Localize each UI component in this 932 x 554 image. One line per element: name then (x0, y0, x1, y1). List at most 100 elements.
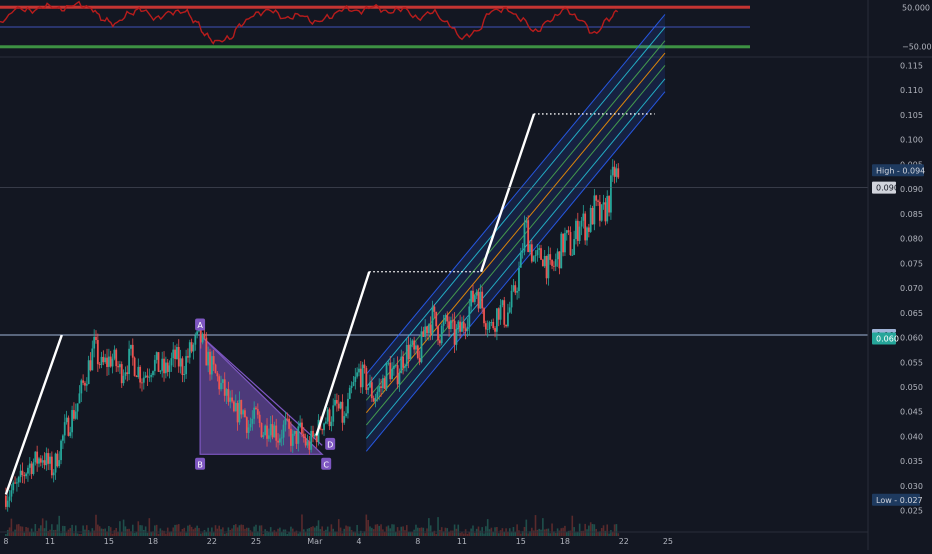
projection-line-3[interactable] (479, 113, 536, 273)
volume-bar (317, 520, 320, 536)
price-tick-label: 0.060 (900, 334, 923, 343)
candle-body (455, 329, 458, 345)
volume-bar (17, 524, 20, 536)
candle-body (128, 348, 130, 375)
volume-bar (617, 533, 620, 536)
candle-body (255, 407, 257, 410)
volume-bar (540, 529, 542, 536)
candle-body (52, 472, 55, 476)
candle-body (481, 291, 484, 309)
triangle-pattern[interactable] (199, 333, 324, 455)
candle-body (238, 399, 241, 423)
volume-bar (472, 525, 474, 536)
volume-bar (599, 531, 601, 536)
candle-body (65, 417, 68, 423)
volume-bar (462, 533, 465, 536)
volume-bar (464, 529, 467, 536)
volume-bar (67, 529, 70, 536)
volume-bar (240, 524, 243, 536)
candle-body (120, 364, 123, 384)
candle-body (391, 368, 393, 380)
triangle-point-box-d (325, 437, 336, 450)
volume-bar (143, 529, 145, 536)
volume-bar (326, 526, 329, 536)
volume-bar (229, 530, 232, 536)
volume-bar (56, 524, 59, 536)
candle-body (43, 460, 46, 466)
price-tick-label: 0.025 (900, 507, 923, 516)
candle-body (396, 365, 399, 385)
candle-body (32, 462, 35, 474)
candle-body (260, 422, 263, 438)
volume-bar (60, 533, 62, 536)
volume-bar (82, 525, 84, 536)
candle-body (584, 213, 587, 241)
candle-body (380, 386, 382, 388)
candle-body (494, 328, 496, 332)
volume-bar (453, 524, 456, 536)
candle-body (106, 357, 108, 367)
candle-body (536, 249, 539, 256)
candle-body (107, 356, 110, 367)
candle-body (532, 256, 535, 262)
volume-bar (295, 530, 298, 536)
volume-bar (282, 529, 285, 536)
volume-bar (437, 517, 439, 536)
candle-body (4, 495, 7, 507)
candle-body (556, 251, 559, 260)
projection-line-1[interactable] (4, 334, 63, 495)
volume-bar (413, 529, 415, 536)
candle-body (58, 460, 61, 467)
candle-body (187, 356, 189, 358)
candle-body (273, 425, 276, 438)
candle-body (435, 311, 438, 327)
volume-bar (510, 531, 513, 536)
volume-bar (474, 532, 476, 536)
volume-bar (551, 523, 553, 536)
projection-line-2[interactable] (315, 271, 371, 436)
price-tick-label: 0.080 (900, 235, 923, 244)
volume-bar (98, 526, 101, 536)
volume-bar (518, 530, 520, 536)
volume-bar (398, 530, 401, 536)
candle-body (422, 331, 425, 337)
volume-bar (288, 531, 290, 536)
volume-bar (334, 531, 336, 536)
volume-bar (613, 524, 616, 536)
high-tag-box (872, 164, 924, 177)
volume-bar (516, 524, 518, 536)
candle-body (133, 357, 136, 376)
volume-bar (499, 530, 502, 536)
price-tick-label: 0.100 (900, 136, 923, 145)
candle-body (433, 306, 436, 312)
volume-bar (580, 530, 583, 536)
candle-body (501, 300, 504, 306)
candle-body (82, 380, 85, 383)
candle-body (301, 422, 303, 434)
volume-bar (304, 532, 307, 536)
candle-body (602, 202, 605, 205)
candle-body (234, 402, 237, 412)
candle-body (282, 424, 285, 438)
volume-bar (450, 530, 452, 536)
volume-bar (380, 524, 382, 536)
triangle-point-label-b: B (197, 460, 203, 469)
current-price-tag-box (872, 181, 896, 194)
volume-bar (214, 525, 217, 536)
candle-body (299, 422, 302, 427)
volume-bar (374, 524, 377, 536)
time-tick-label: 11 (457, 537, 467, 546)
volume-bar (78, 533, 81, 536)
candle-body (188, 342, 191, 358)
candle-body (374, 397, 377, 402)
candle-body (466, 326, 469, 331)
time-tick-label: 22 (207, 537, 217, 546)
candle-body (613, 166, 616, 177)
candle-body (185, 356, 188, 375)
candle-body (312, 430, 314, 437)
volume-bar (280, 532, 283, 536)
candle-body (176, 346, 178, 359)
candle-body (611, 166, 614, 176)
